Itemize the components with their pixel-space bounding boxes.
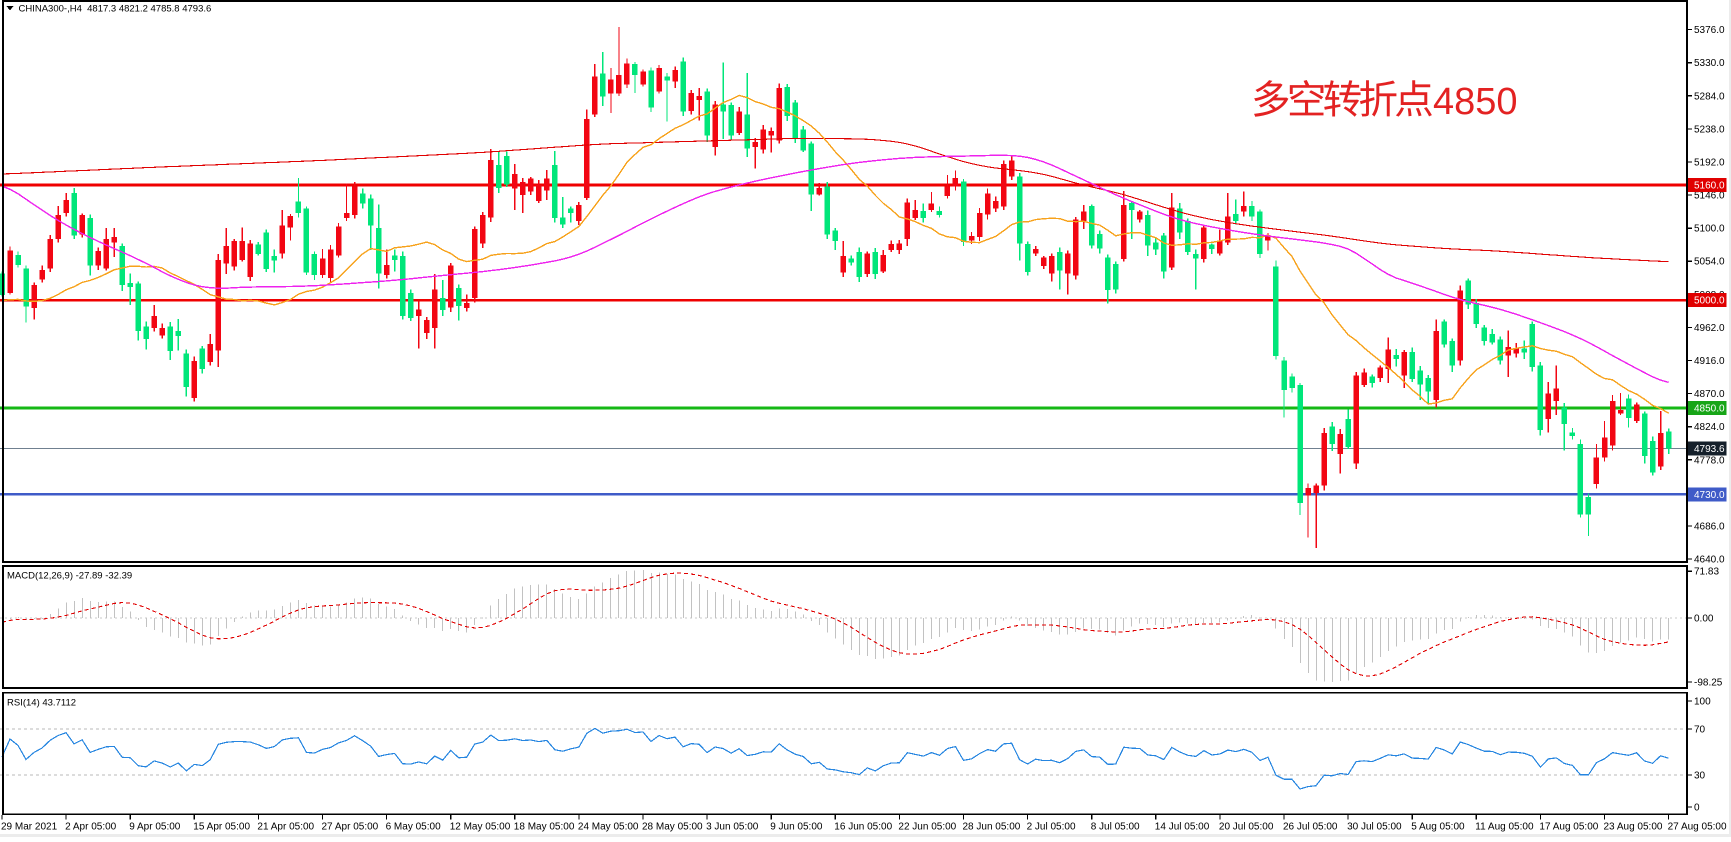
svg-text:5238.0: 5238.0: [1694, 124, 1725, 135]
svg-text:0: 0: [1694, 803, 1700, 814]
svg-text:5284.0: 5284.0: [1694, 91, 1725, 102]
svg-text:4870.0: 4870.0: [1694, 389, 1725, 400]
svg-text:27 Apr 05:00: 27 Apr 05:00: [322, 822, 379, 833]
svg-text:4686.0: 4686.0: [1694, 521, 1725, 532]
svg-text:24 May 05:00: 24 May 05:00: [578, 822, 639, 833]
svg-text:18 May 05:00: 18 May 05:00: [514, 822, 575, 833]
svg-text:4730.0: 4730.0: [1694, 490, 1725, 501]
svg-text:5054.0: 5054.0: [1694, 257, 1725, 268]
svg-text:9 Jun 05:00: 9 Jun 05:00: [770, 822, 823, 833]
svg-text:9 Apr 05:00: 9 Apr 05:00: [129, 822, 181, 833]
svg-text:70: 70: [1694, 725, 1706, 736]
svg-text:5376.0: 5376.0: [1694, 25, 1725, 36]
svg-text:15 Apr 05:00: 15 Apr 05:00: [193, 822, 250, 833]
svg-text:-98.25: -98.25: [1694, 678, 1723, 689]
svg-text:30: 30: [1694, 771, 1706, 782]
svg-text:28 May 05:00: 28 May 05:00: [642, 822, 703, 833]
svg-text:27 Aug 05:00: 27 Aug 05:00: [1668, 822, 1727, 833]
svg-text:8 Jul 05:00: 8 Jul 05:00: [1091, 822, 1140, 833]
svg-text:12 May 05:00: 12 May 05:00: [450, 822, 511, 833]
svg-text:28 Jun 05:00: 28 Jun 05:00: [963, 822, 1021, 833]
svg-text:21 Apr 05:00: 21 Apr 05:00: [257, 822, 314, 833]
svg-text:11 Aug 05:00: 11 Aug 05:00: [1475, 822, 1534, 833]
svg-text:2 Jul 05:00: 2 Jul 05:00: [1027, 822, 1076, 833]
svg-text:71.83: 71.83: [1694, 567, 1719, 578]
svg-text:20 Jul 05:00: 20 Jul 05:00: [1219, 822, 1274, 833]
svg-text:14 Jul 05:00: 14 Jul 05:00: [1155, 822, 1210, 833]
svg-text:17 Aug 05:00: 17 Aug 05:00: [1539, 822, 1598, 833]
svg-text:MACD(12,26,9) -27.89 -32.39: MACD(12,26,9) -27.89 -32.39: [7, 571, 132, 582]
svg-text:5000.0: 5000.0: [1694, 296, 1725, 307]
svg-text:CHINA300-,H4 4817.3 4821.2 47: CHINA300-,H4 4817.3 4821.2 4785.8 4793.6: [19, 4, 212, 15]
svg-text:5160.0: 5160.0: [1694, 181, 1725, 192]
svg-text:22 Jun 05:00: 22 Jun 05:00: [898, 822, 956, 833]
svg-text:6 May 05:00: 6 May 05:00: [386, 822, 441, 833]
svg-text:26 Jul 05:00: 26 Jul 05:00: [1283, 822, 1338, 833]
svg-text:5100.0: 5100.0: [1694, 224, 1725, 235]
svg-text:4793.6: 4793.6: [1694, 444, 1725, 455]
svg-text:23 Aug 05:00: 23 Aug 05:00: [1604, 822, 1663, 833]
svg-text:100: 100: [1694, 697, 1711, 708]
svg-text:4640.0: 4640.0: [1694, 555, 1725, 566]
svg-text:2 Apr 05:00: 2 Apr 05:00: [65, 822, 117, 833]
svg-text:4850.0: 4850.0: [1694, 404, 1725, 415]
svg-text:5146.0: 5146.0: [1694, 191, 1725, 202]
svg-text:16 Jun 05:00: 16 Jun 05:00: [834, 822, 892, 833]
svg-text:5192.0: 5192.0: [1694, 158, 1725, 169]
svg-text:5330.0: 5330.0: [1694, 58, 1725, 69]
svg-text:4778.0: 4778.0: [1694, 455, 1725, 466]
svg-text:3 Jun 05:00: 3 Jun 05:00: [706, 822, 759, 833]
svg-text:4824.0: 4824.0: [1694, 422, 1725, 433]
svg-text:4850: 4850: [1433, 81, 1518, 123]
svg-text:5 Aug 05:00: 5 Aug 05:00: [1411, 822, 1465, 833]
svg-text:0.00: 0.00: [1694, 614, 1714, 625]
svg-text:4962.0: 4962.0: [1694, 323, 1725, 334]
svg-text:4916.0: 4916.0: [1694, 356, 1725, 367]
svg-text:RSI(14) 43.7112: RSI(14) 43.7112: [7, 698, 76, 709]
svg-text:30 Jul 05:00: 30 Jul 05:00: [1347, 822, 1402, 833]
svg-text:29 Mar 2021: 29 Mar 2021: [1, 822, 58, 833]
